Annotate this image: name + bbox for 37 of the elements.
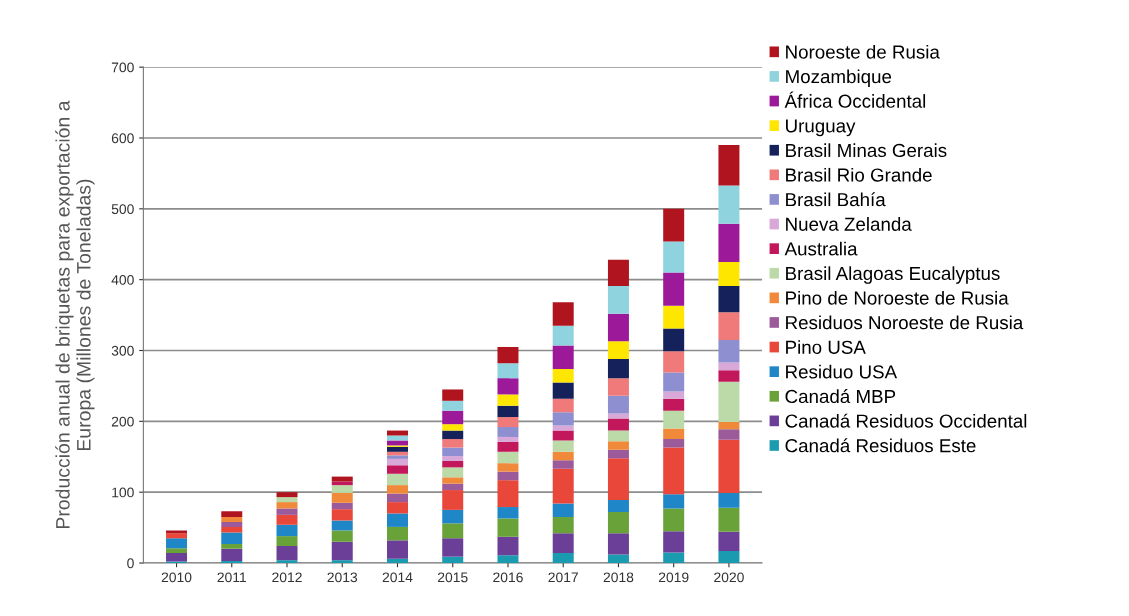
y-tick-label: 0 [127, 558, 134, 569]
legend-label: Residuo USA [786, 364, 898, 379]
legend-label: Brasil Alagoas Eucalyptus [786, 266, 1000, 284]
x-tick-label: 2020 [714, 572, 744, 583]
legend-label: Pino USA [786, 340, 866, 354]
x-tick-label: 2018 [603, 572, 634, 583]
y-tick-label: 500 [111, 204, 134, 214]
x-tick-label: 2011 [217, 572, 247, 583]
x-tick-label: 2013 [327, 572, 358, 583]
x-tick-label: 2016 [493, 572, 523, 583]
legend-label: África Occidental [784, 91, 926, 108]
x-tick-label: 2015 [437, 572, 468, 583]
x-tick-label: 2017 [548, 572, 578, 583]
y-tick-label: 600 [111, 133, 134, 144]
legend-label: Australia [784, 241, 858, 256]
legend-label: Brasil Rio Grande [786, 167, 932, 182]
y-tick-label: 400 [111, 275, 134, 285]
x-tick-label: 2014 [382, 572, 413, 583]
y-axis-title: Producción anual de briquetas para exportación a Europa (Millones de Toneladas) [55, 100, 95, 529]
legend-label: Residuos Noroeste de Rusia [786, 315, 1024, 330]
legend-label: Brasil Minas Gerais [786, 143, 947, 158]
legend-label: Canadá Residuos Occidental [785, 413, 1027, 428]
legend-label: Uruguay [786, 119, 856, 137]
y-tick-label: 100 [112, 487, 134, 498]
y-tick-label: 300 [111, 345, 134, 356]
legend-label: Noroeste de Rusia [786, 44, 940, 59]
legend-label: Brasil Bahía [786, 192, 886, 207]
y-tick-label: 200 [111, 416, 134, 427]
x-tick-label: 2012 [272, 572, 302, 583]
y-tick-label: 700 [111, 62, 134, 73]
x-tick-label: 2019 [658, 572, 689, 583]
legend-label: Nueva Zelanda [786, 217, 912, 231]
legend-label: Mozambique [786, 69, 892, 87]
x-tick-label: 2010 [161, 572, 192, 583]
legend-label: Canadá Residuos Este [785, 438, 976, 453]
legend-label: Canadá MBP [785, 389, 896, 404]
legend-label: Pino de Noroeste de Rusia [786, 290, 1009, 305]
